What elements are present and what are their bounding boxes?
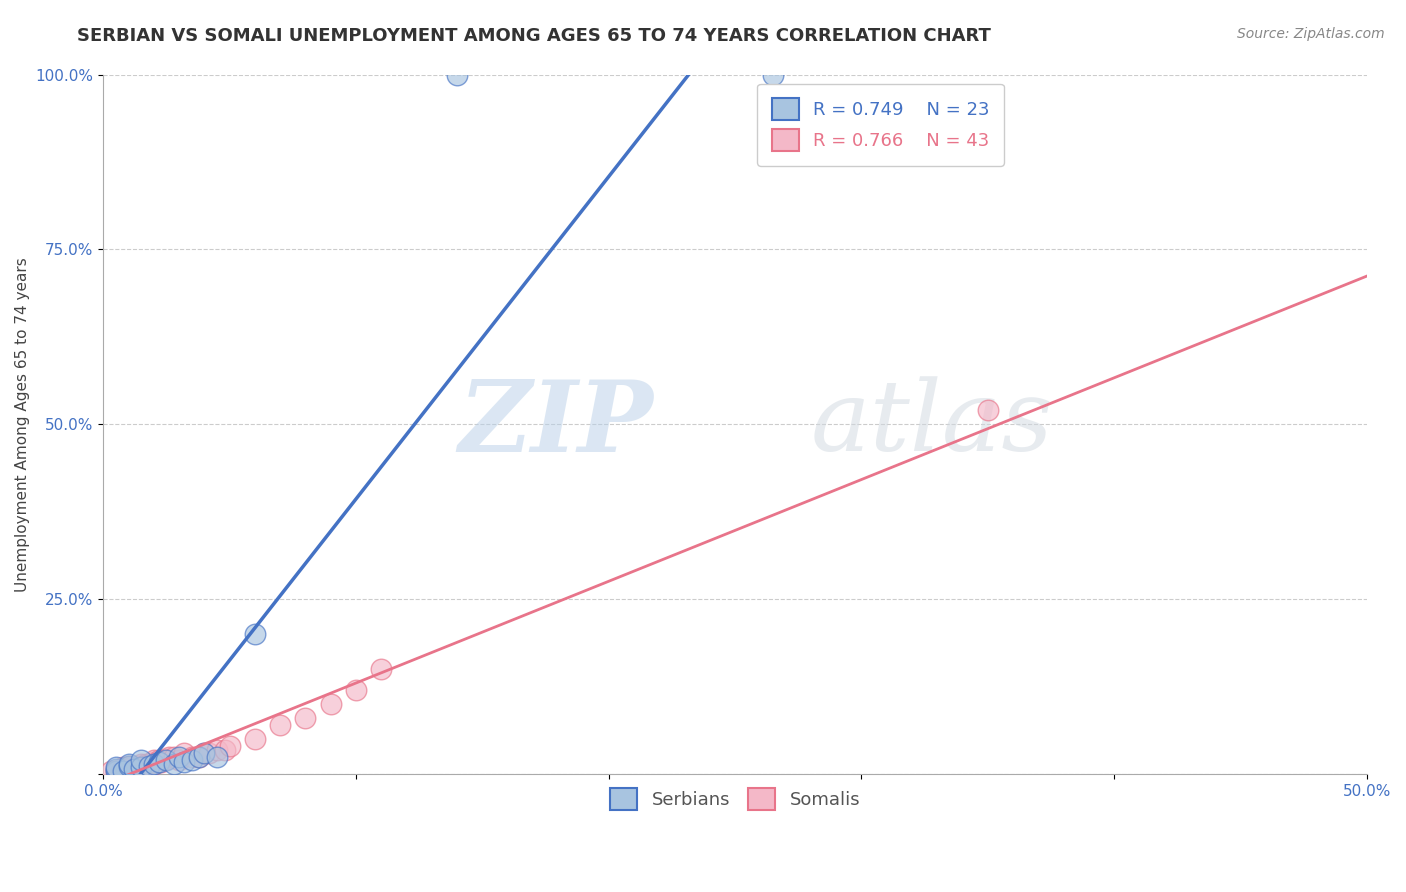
Point — [173, 755, 195, 769]
Point — [115, 763, 138, 777]
Point — [150, 755, 173, 769]
Point — [193, 746, 215, 760]
Point — [112, 764, 135, 778]
Point — [294, 711, 316, 725]
Text: Source: ZipAtlas.com: Source: ZipAtlas.com — [1237, 27, 1385, 41]
Point — [163, 749, 186, 764]
Point — [155, 753, 177, 767]
Point — [122, 762, 145, 776]
Point — [129, 756, 152, 771]
Point — [129, 753, 152, 767]
Point — [157, 749, 180, 764]
Point — [145, 756, 167, 770]
Point — [141, 758, 163, 772]
Point — [104, 764, 127, 778]
Point — [104, 760, 127, 774]
Point — [104, 764, 127, 778]
Point — [205, 749, 228, 764]
Point — [173, 746, 195, 760]
Point — [138, 758, 160, 772]
Text: atlas: atlas — [811, 376, 1053, 472]
Point — [167, 749, 190, 764]
Point — [344, 683, 367, 698]
Point — [112, 762, 135, 776]
Text: SERBIAN VS SOMALI UNEMPLOYMENT AMONG AGES 65 TO 74 YEARS CORRELATION CHART: SERBIAN VS SOMALI UNEMPLOYMENT AMONG AGE… — [77, 27, 991, 45]
Point — [188, 749, 211, 764]
Point — [117, 762, 139, 776]
Point — [135, 757, 157, 772]
Point — [214, 742, 236, 756]
Point — [100, 764, 122, 779]
Text: ZIP: ZIP — [458, 376, 652, 473]
Point — [129, 760, 152, 774]
Point — [370, 662, 392, 676]
Point — [120, 760, 142, 774]
Point — [193, 746, 215, 760]
Point — [446, 68, 468, 82]
Point — [243, 732, 266, 747]
Point — [142, 755, 165, 769]
Point — [129, 760, 152, 774]
Point — [198, 746, 221, 760]
Point — [122, 762, 145, 776]
Point — [218, 739, 240, 753]
Point — [128, 758, 150, 772]
Point — [148, 753, 170, 767]
Point — [269, 718, 291, 732]
Point — [117, 758, 139, 772]
Point — [138, 756, 160, 771]
Point — [142, 753, 165, 767]
Point — [104, 762, 127, 776]
Point — [110, 764, 132, 778]
Point — [762, 68, 785, 82]
Point — [112, 760, 135, 774]
Point — [167, 753, 190, 767]
Point — [142, 756, 165, 771]
Point — [132, 758, 155, 772]
Point — [319, 697, 342, 711]
Point — [155, 752, 177, 766]
Point — [205, 742, 228, 756]
Point — [117, 758, 139, 772]
Point — [107, 763, 129, 777]
Point — [163, 756, 186, 771]
Point — [148, 755, 170, 769]
Point — [243, 627, 266, 641]
Y-axis label: Unemployment Among Ages 65 to 74 years: Unemployment Among Ages 65 to 74 years — [15, 257, 30, 591]
Point — [977, 403, 1000, 417]
Legend: Serbians, Somalis: Serbians, Somalis — [596, 773, 875, 824]
Point — [125, 760, 148, 774]
Point — [188, 749, 211, 764]
Point — [180, 753, 202, 767]
Point — [180, 749, 202, 764]
Point — [117, 756, 139, 771]
